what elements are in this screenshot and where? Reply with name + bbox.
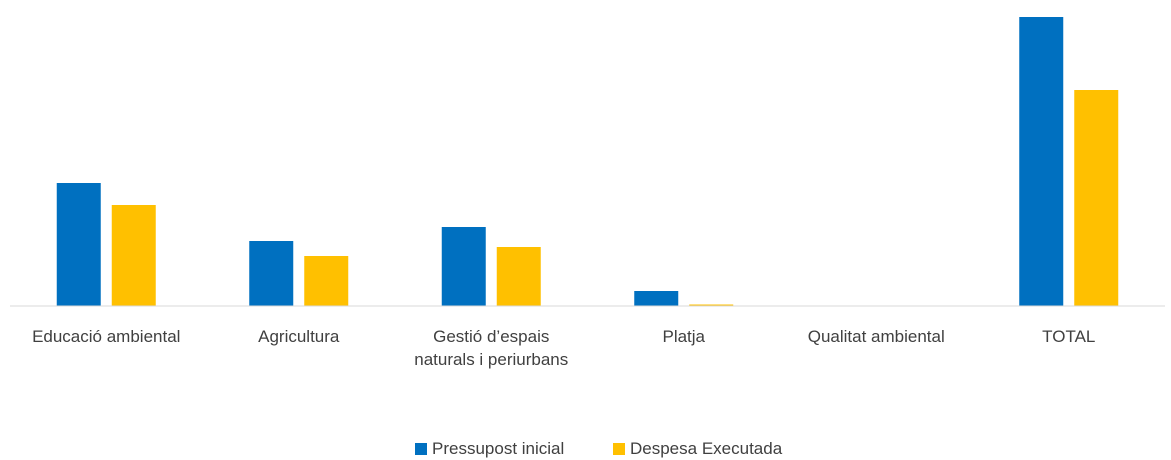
legend-swatch xyxy=(415,443,427,455)
bar xyxy=(496,247,541,306)
bar xyxy=(441,227,486,306)
x-tick-label: Agricultura xyxy=(258,327,340,346)
x-tick-label: Platja xyxy=(662,327,706,346)
bar xyxy=(634,291,679,306)
x-tick-label: Educació ambiental xyxy=(32,327,181,346)
bar xyxy=(56,183,101,306)
legend-label: Pressupost inicial xyxy=(432,439,565,458)
bar xyxy=(111,205,156,306)
x-tick-label: TOTAL xyxy=(1042,327,1096,346)
x-tick-label: Qualitat ambiental xyxy=(807,327,945,346)
bar xyxy=(1019,17,1064,306)
bar xyxy=(1074,90,1119,306)
bar xyxy=(689,304,734,306)
bar xyxy=(304,256,349,306)
legend-label: Despesa Executada xyxy=(630,439,783,458)
x-tick-label: Gestió d’espais naturals i periurbans xyxy=(414,327,569,369)
legend-swatch xyxy=(613,443,625,455)
bar xyxy=(249,241,294,306)
